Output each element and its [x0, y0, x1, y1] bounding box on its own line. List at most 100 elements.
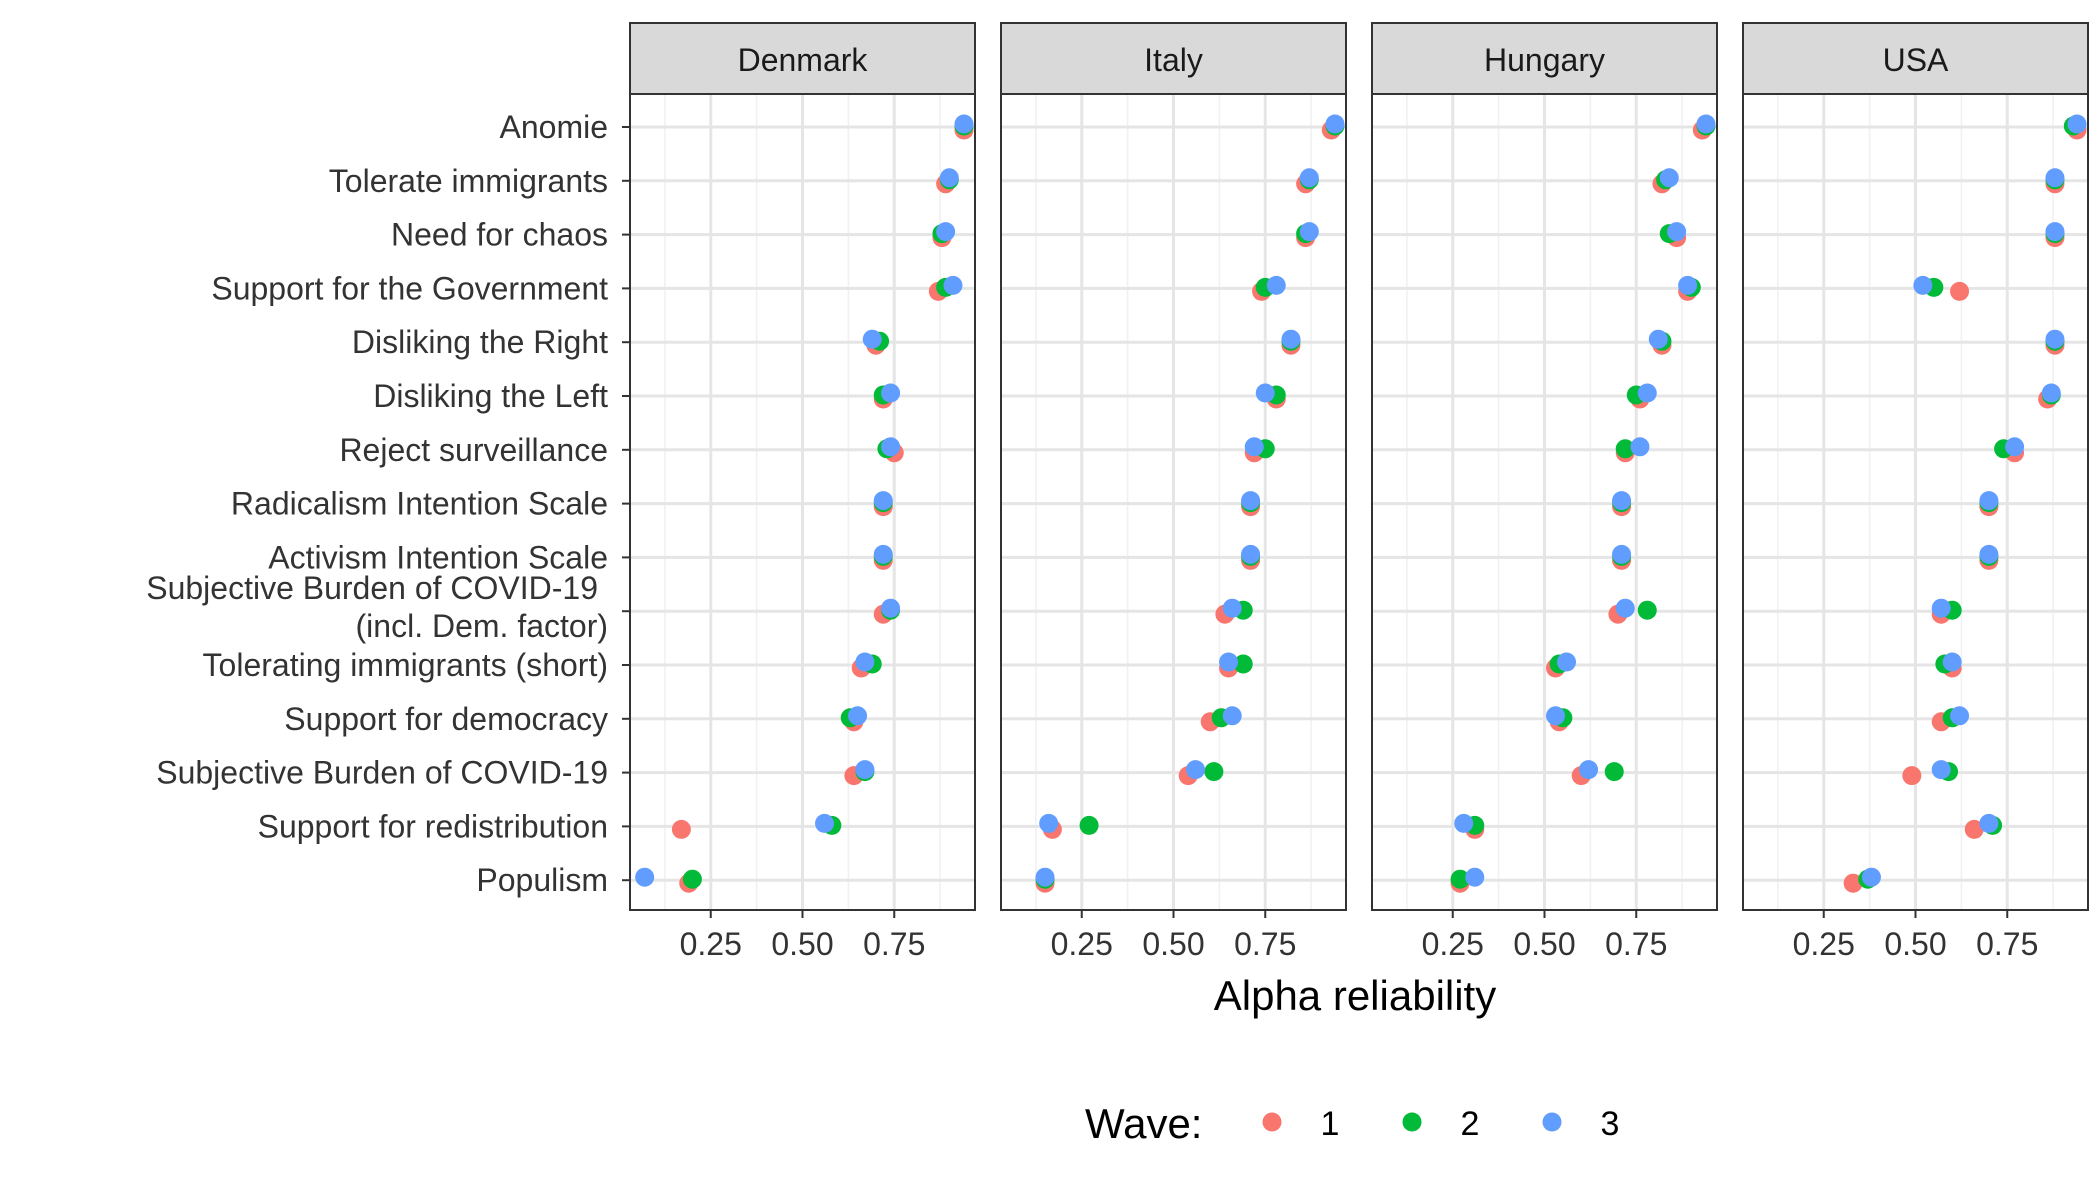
data-point-wave-3 [1615, 598, 1635, 618]
data-point-wave-3 [1266, 275, 1286, 295]
y-tick-label: Support for redistribution [258, 808, 608, 844]
data-point-wave-2 [1604, 762, 1624, 782]
legend-label-wave-2: 2 [1461, 1105, 1480, 1143]
data-point-wave-3 [1465, 867, 1485, 887]
x-tick-label: 0.25 [1051, 926, 1113, 962]
data-point-wave-3 [1979, 544, 1999, 564]
y-tick-label: Disliking the Left [373, 378, 608, 414]
panel-border [1742, 93, 2089, 911]
data-point-wave-3 [1913, 275, 1933, 295]
facet-strip [1000, 22, 1347, 95]
data-point-wave-3 [873, 544, 893, 564]
y-tick-label: Reject surveillance [339, 432, 608, 468]
data-point-wave-3 [1696, 114, 1716, 134]
data-point-wave-3 [815, 813, 835, 833]
data-point-wave-3 [1219, 652, 1239, 672]
facet-strip-label: Italy [1144, 42, 1203, 78]
data-point-wave-1 [671, 819, 691, 839]
legend-key-wave-2 [1402, 1112, 1422, 1132]
data-point-wave-3 [954, 114, 974, 134]
data-point-wave-3 [2041, 383, 2061, 403]
data-point-wave-3 [1637, 383, 1657, 403]
y-tick-label: Tolerate immigrants [329, 163, 608, 199]
data-point-wave-2 [1233, 654, 1253, 674]
data-point-wave-3 [1931, 760, 1951, 780]
data-point-wave-3 [1612, 544, 1632, 564]
data-point-wave-3 [881, 437, 901, 457]
data-point-wave-3 [1979, 491, 1999, 511]
data-point-wave-3 [1667, 222, 1687, 242]
data-point-wave-3 [1299, 168, 1319, 188]
y-tick-label: Activism Intention Scale [268, 539, 608, 575]
data-point-wave-3 [936, 222, 956, 242]
data-point-wave-2 [1450, 869, 1470, 889]
data-point-wave-3 [939, 168, 959, 188]
legend-key-wave-3 [1542, 1112, 1562, 1132]
data-point-wave-3 [1241, 491, 1261, 511]
y-tick-label: Radicalism Intention Scale [231, 486, 608, 522]
data-point-wave-1 [1902, 766, 1922, 786]
x-tick-label: 0.25 [1422, 926, 1484, 962]
legend-key-wave-1 [1262, 1112, 1282, 1132]
data-point-wave-3 [855, 760, 875, 780]
y-axis: Anomie Tolerate immigrants Need for chaos S… [146, 109, 630, 898]
data-point-wave-3 [1630, 437, 1650, 457]
y-tick-label: Anomie [500, 109, 609, 145]
data-point-wave-3 [1678, 275, 1698, 295]
x-tick-label: 0.50 [771, 926, 833, 962]
y-tick-label: Subjective Burden of COVID-19 (incl. Dem.… [146, 570, 608, 644]
data-point-wave-3 [1186, 760, 1206, 780]
x-tick-label: 0.75 [1234, 926, 1296, 962]
y-tick-label: Tolerating immigrants (short) [203, 647, 608, 683]
data-point-wave-3 [862, 329, 882, 349]
x-tick-label: 0.50 [1884, 926, 1946, 962]
y-tick-label: Disliking the Right [352, 324, 608, 360]
data-point-wave-3 [881, 598, 901, 618]
data-point-wave-3 [1035, 867, 1055, 887]
y-tick-label: Subjective Burden of COVID-19 [156, 755, 608, 791]
data-point-wave-3 [1454, 813, 1474, 833]
data-point-wave-3 [635, 867, 655, 887]
data-point-wave-3 [873, 491, 893, 511]
y-tick-label: Support for democracy [284, 701, 608, 737]
data-point-wave-3 [881, 383, 901, 403]
facet-strip-label: Hungary [1484, 42, 1605, 78]
data-point-wave-3 [2045, 329, 2065, 349]
x-axis-title: Alpha reliability [1214, 972, 1496, 1019]
data-point-wave-3 [1557, 652, 1577, 672]
legend-title: Wave: [1085, 1100, 1202, 1147]
facet-panel-usa: USA 0.25 0.50 0.75 [1742, 22, 2089, 962]
panels-group: Denmark 0.25 0.50 0.75 Italy 0.25 0.50 0.75 Hung… [629, 22, 2089, 962]
data-point-wave-3 [1255, 383, 1275, 403]
x-tick-label: 0.25 [1793, 926, 1855, 962]
data-point-wave-1 [1843, 873, 1863, 893]
data-point-wave-3 [1241, 544, 1261, 564]
data-point-wave-3 [1942, 652, 1962, 672]
x-tick-label: 0.75 [863, 926, 925, 962]
data-point-wave-3 [2067, 114, 2087, 134]
y-tick-label: Support for the Government [211, 270, 608, 306]
facet-strip-label: Denmark [738, 42, 869, 78]
data-point-wave-3 [2005, 437, 2025, 457]
facet-strip [1742, 22, 2089, 95]
panel-border [1000, 93, 1347, 911]
data-point-wave-2 [1615, 439, 1635, 459]
data-point-wave-3 [855, 652, 875, 672]
x-tick-label: 0.75 [1976, 926, 2038, 962]
x-tick-label: 0.50 [1513, 926, 1575, 962]
data-point-wave-2 [1079, 815, 1099, 835]
data-point-wave-3 [2045, 222, 2065, 242]
x-tick-label: 0.50 [1142, 926, 1204, 962]
data-point-wave-3 [1299, 222, 1319, 242]
data-point-wave-2 [682, 869, 702, 889]
legend: Wave: 1 2 3 [1085, 1100, 1619, 1147]
data-point-wave-2 [1204, 762, 1224, 782]
y-tick-label: Need for chaos [391, 217, 608, 253]
facet-strip [629, 22, 976, 95]
data-point-wave-3 [1244, 437, 1264, 457]
data-point-wave-3 [943, 275, 963, 295]
data-point-wave-3 [848, 706, 868, 726]
data-point-wave-3 [1659, 168, 1679, 188]
panel-border [629, 93, 976, 911]
